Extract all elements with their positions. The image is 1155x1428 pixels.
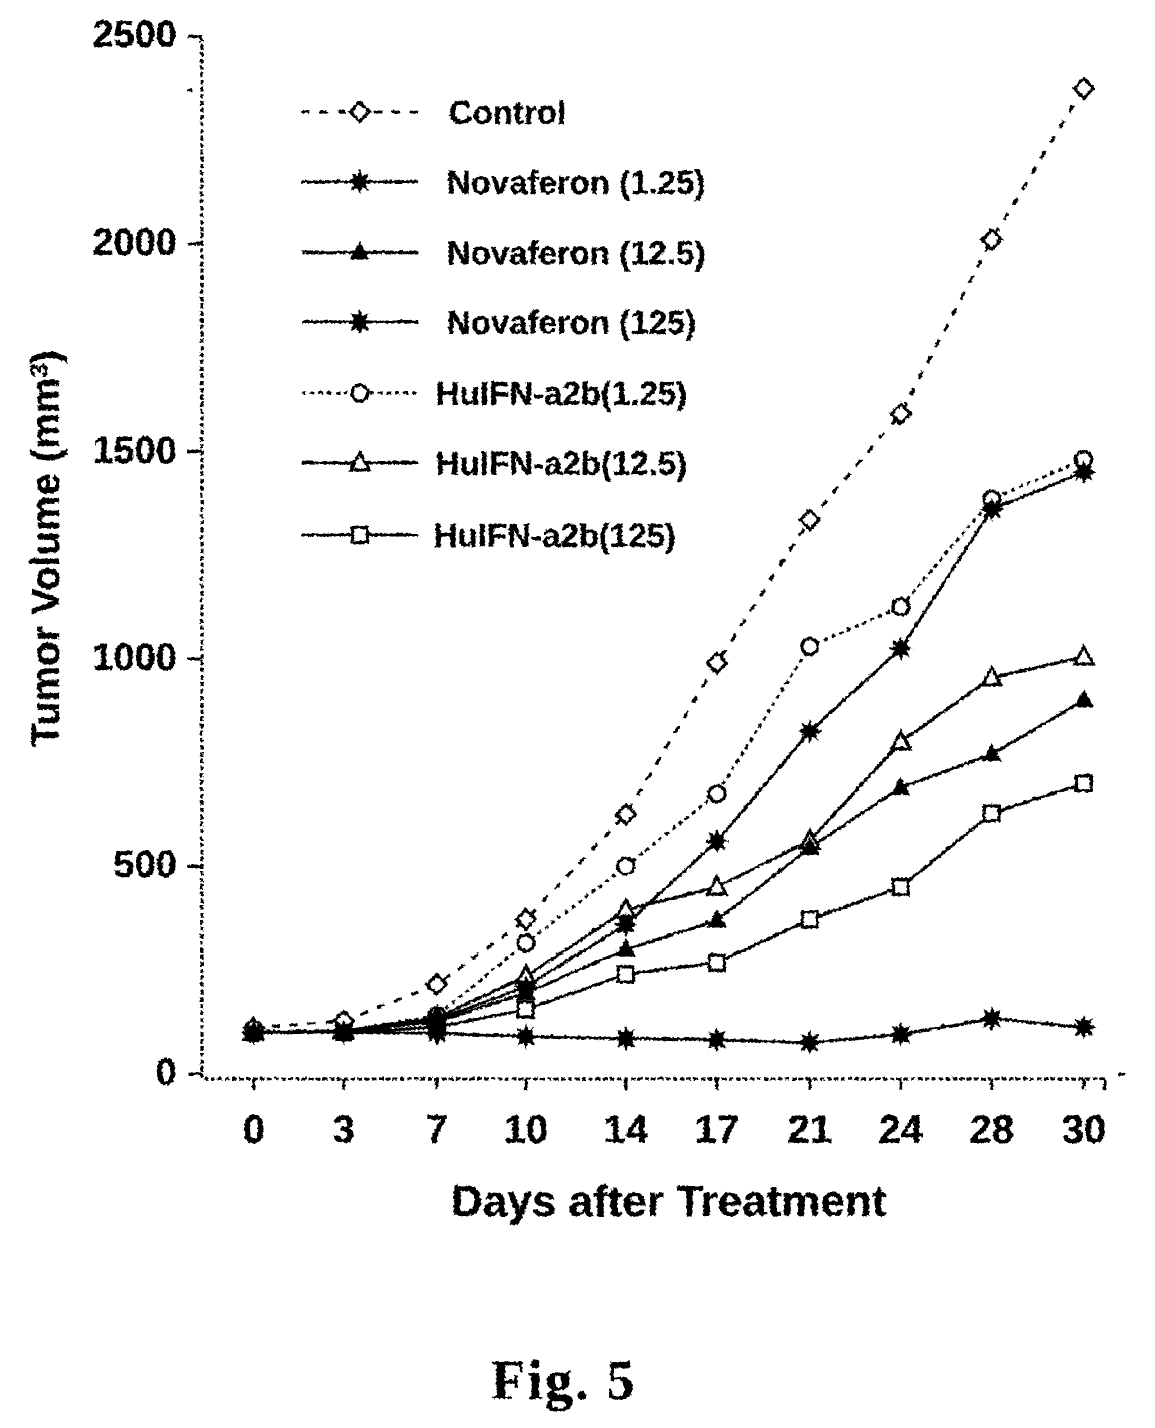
svg-text:Days after Treatment: Days after Treatment (450, 1176, 886, 1225)
svg-text:HuIFN-a2b(12.5): HuIFN-a2b(12.5) (435, 444, 686, 481)
svg-text:21: 21 (787, 1107, 832, 1151)
svg-text:Novaferon (1.25): Novaferon (1.25) (446, 163, 705, 200)
svg-text:500: 500 (113, 843, 176, 885)
svg-text:0: 0 (242, 1107, 264, 1151)
svg-text:Novaferon (12.5): Novaferon (12.5) (446, 234, 705, 271)
svg-text:Tumor Volume (mm3): Tumor Volume (mm3) (23, 350, 67, 747)
svg-text:HuIFN-a2b(1.25): HuIFN-a2b(1.25) (435, 374, 686, 411)
svg-text:Fig. 5: Fig. 5 (490, 1349, 636, 1411)
svg-text:0: 0 (155, 1051, 176, 1093)
svg-text:1000: 1000 (91, 636, 176, 678)
svg-text:17: 17 (694, 1107, 739, 1151)
svg-text:3: 3 (332, 1107, 354, 1151)
svg-text:1500: 1500 (91, 429, 176, 471)
svg-text:24: 24 (878, 1107, 923, 1151)
svg-text:28: 28 (969, 1107, 1014, 1151)
svg-text:7: 7 (425, 1107, 447, 1151)
svg-text:2500: 2500 (91, 13, 176, 55)
svg-text:Control: Control (448, 93, 565, 130)
svg-text:14: 14 (603, 1107, 648, 1151)
svg-text:2000: 2000 (91, 221, 176, 263)
svg-text:HuIFN-a2b(125): HuIFN-a2b(125) (433, 516, 675, 553)
svg-text:Novaferon (125): Novaferon (125) (446, 303, 695, 340)
svg-text:10: 10 (503, 1107, 548, 1151)
svg-text:30: 30 (1061, 1107, 1106, 1151)
